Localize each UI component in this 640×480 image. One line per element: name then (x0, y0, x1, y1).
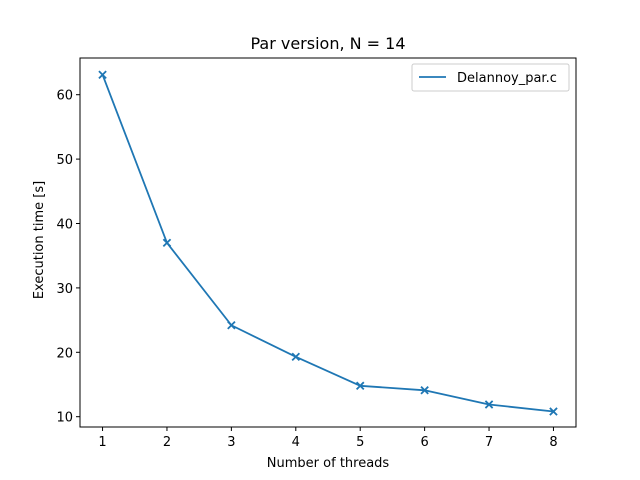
y-axis-label: Execution time [s] (32, 181, 47, 299)
x-tick-label: 8 (549, 435, 557, 450)
x-axis-label: Number of threads (267, 456, 390, 471)
x-tick-label: 4 (292, 435, 300, 450)
data-point-marker (291, 352, 301, 362)
legend-series-label: Delannoy_par.c (457, 71, 557, 86)
y-tick-label: 40 (56, 218, 73, 233)
legend: Delannoy_par.c (411, 63, 570, 92)
chart-title: Par version, N = 14 (250, 34, 405, 53)
y-tick-label: 60 (56, 89, 73, 104)
x-tick-label: 2 (163, 435, 171, 450)
data-point-marker (420, 386, 429, 395)
data-point-marker (98, 70, 107, 79)
x-tick-label: 5 (356, 435, 364, 450)
data-point-marker (355, 381, 365, 391)
x-tick-label: 1 (98, 435, 106, 450)
data-point-marker (227, 321, 236, 330)
y-tick-label: 30 (56, 282, 73, 297)
data-point-marker (484, 400, 494, 409)
legend-box (411, 63, 570, 92)
data-point-marker (549, 407, 558, 416)
x-tick-label: 6 (420, 435, 428, 450)
x-tick-label: 7 (485, 435, 493, 450)
plot-area: 1 2 3 4 5 6 7 8 10 20 30 40 50 60 (56, 57, 577, 450)
y-tick-label: 20 (56, 346, 73, 361)
axes-frame (79, 57, 577, 428)
y-tick-label: 50 (56, 153, 73, 168)
x-tick-label: 3 (227, 435, 235, 450)
data-point-marker (162, 238, 172, 248)
y-tick-label: 10 (56, 411, 73, 426)
series-line (101, 74, 554, 413)
